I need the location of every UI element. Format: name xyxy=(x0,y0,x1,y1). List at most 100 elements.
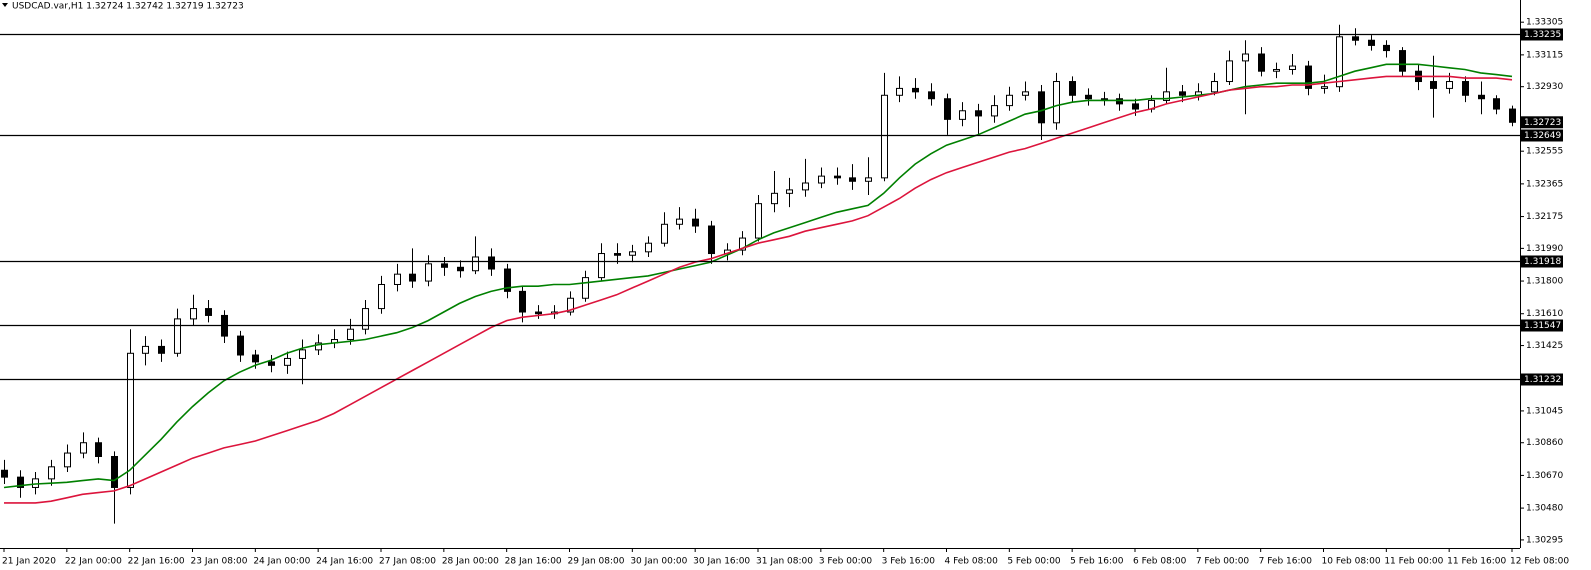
price-label-box xyxy=(1521,116,1563,129)
level-label-box xyxy=(1521,319,1563,332)
y-tick-label: 1.31800 xyxy=(1526,277,1563,287)
x-tick-label: 30 Jan 00:00 xyxy=(630,557,687,567)
candle-body xyxy=(849,177,856,182)
level-label-box xyxy=(1521,373,1563,386)
candle-body xyxy=(1006,94,1013,107)
candle-body xyxy=(80,442,87,454)
candle-body xyxy=(1305,65,1312,89)
candle-body xyxy=(1258,53,1265,72)
menu-arrow[interactable] xyxy=(2,3,8,7)
x-tick-label: 24 Jan 16:00 xyxy=(316,557,373,567)
x-tick-label: 10 Feb 08:00 xyxy=(1322,557,1381,567)
candle-body xyxy=(1509,108,1516,123)
y-tick-label: 1.30295 xyxy=(1526,535,1563,545)
candle-body xyxy=(991,105,998,117)
x-tick-label: 21 Jan 2020 xyxy=(2,557,56,567)
x-tick-label: 5 Feb 16:00 xyxy=(1070,557,1124,567)
candle-body xyxy=(457,266,464,272)
y-tick-label: 1.30480 xyxy=(1526,504,1563,514)
x-tick-label: 3 Feb 16:00 xyxy=(882,557,936,567)
candle-body xyxy=(1053,81,1060,124)
x-tick-label: 7 Feb 00:00 xyxy=(1196,557,1250,567)
candle-body xyxy=(488,256,495,270)
candle-body xyxy=(1289,65,1296,70)
candle-body xyxy=(284,357,291,366)
candle-body xyxy=(959,110,966,120)
y-tick-label: 1.32175 xyxy=(1526,212,1563,222)
candle-body xyxy=(1273,68,1280,72)
candle-body xyxy=(158,345,165,354)
candle-body xyxy=(394,273,401,285)
y-tick-label: 1.31425 xyxy=(1526,341,1563,351)
candle-body xyxy=(692,218,699,227)
candle-body xyxy=(378,283,385,310)
candle-body xyxy=(1368,39,1375,46)
x-tick-label: 29 Jan 08:00 xyxy=(568,557,625,567)
x-tick-label: 22 Jan 00:00 xyxy=(65,557,122,567)
candle-body xyxy=(629,251,636,256)
candle-body xyxy=(268,361,275,366)
x-tick-label: 6 Feb 08:00 xyxy=(1133,557,1187,567)
level-label-box xyxy=(1521,28,1563,41)
y-tick-label: 1.32555 xyxy=(1526,147,1563,157)
candle-body xyxy=(975,110,982,117)
x-tick-label: 28 Jan 16:00 xyxy=(505,557,562,567)
candle-body xyxy=(802,182,809,191)
candle-body xyxy=(1242,53,1249,62)
y-tick-label: 1.30860 xyxy=(1526,438,1563,448)
candle-body xyxy=(1085,94,1092,100)
y-tick-label: 1.31045 xyxy=(1526,406,1563,416)
candle-body xyxy=(535,311,542,315)
candle-body xyxy=(1383,44,1390,52)
x-tick-label: 23 Jan 08:00 xyxy=(191,557,248,567)
candle-body xyxy=(912,87,919,93)
candle-body xyxy=(1211,81,1218,93)
x-tick-label: 28 Jan 00:00 xyxy=(442,557,499,567)
level-label: 1.31918 xyxy=(1524,257,1561,267)
candle-body xyxy=(739,237,746,251)
x-tick-label: 5 Feb 00:00 xyxy=(1007,557,1061,567)
candle-body xyxy=(64,452,71,468)
candle-body xyxy=(425,263,432,282)
candle-body xyxy=(1179,91,1186,96)
x-tick-label: 31 Jan 08:00 xyxy=(756,557,813,567)
candle-body xyxy=(1038,91,1045,124)
x-tick-label: 24 Jan 00:00 xyxy=(253,557,310,567)
x-tick-label: 11 Feb 16:00 xyxy=(1447,557,1506,567)
candle-body xyxy=(944,98,951,120)
candle-body xyxy=(1336,36,1343,88)
price-label: 1.32723 xyxy=(1524,118,1561,128)
candle-body xyxy=(786,189,793,194)
candle-body xyxy=(362,308,369,330)
candle-body xyxy=(896,87,903,96)
candle-body xyxy=(17,476,24,488)
candle-body xyxy=(1163,91,1170,101)
level-label: 1.31232 xyxy=(1524,375,1561,385)
level-label-box xyxy=(1521,255,1563,268)
candle-body xyxy=(1478,94,1485,100)
x-tick-label: 3 Feb 00:00 xyxy=(819,557,873,567)
moving-average xyxy=(4,75,1513,504)
candle-body xyxy=(928,91,935,100)
candle-body xyxy=(865,177,872,182)
candle-body xyxy=(1101,98,1108,101)
candle-body xyxy=(755,203,762,239)
candle-body xyxy=(645,242,652,253)
candle-body xyxy=(1352,36,1359,41)
candle-body xyxy=(1116,98,1123,105)
candle-body xyxy=(1,469,8,478)
y-tick-label: 1.31990 xyxy=(1526,244,1563,254)
candle-body xyxy=(1399,50,1406,72)
candle-body xyxy=(504,268,511,292)
candle-body xyxy=(771,192,778,205)
candle-body xyxy=(1132,103,1139,110)
x-tick-label: 7 Feb 16:00 xyxy=(1259,557,1313,567)
candle-body xyxy=(834,175,841,179)
x-tick-label: 12 Feb 08:00 xyxy=(1510,557,1569,567)
candle-body xyxy=(441,263,448,268)
candle-body xyxy=(1069,81,1076,96)
level-label: 1.33235 xyxy=(1524,30,1561,40)
candle-body xyxy=(661,223,668,244)
